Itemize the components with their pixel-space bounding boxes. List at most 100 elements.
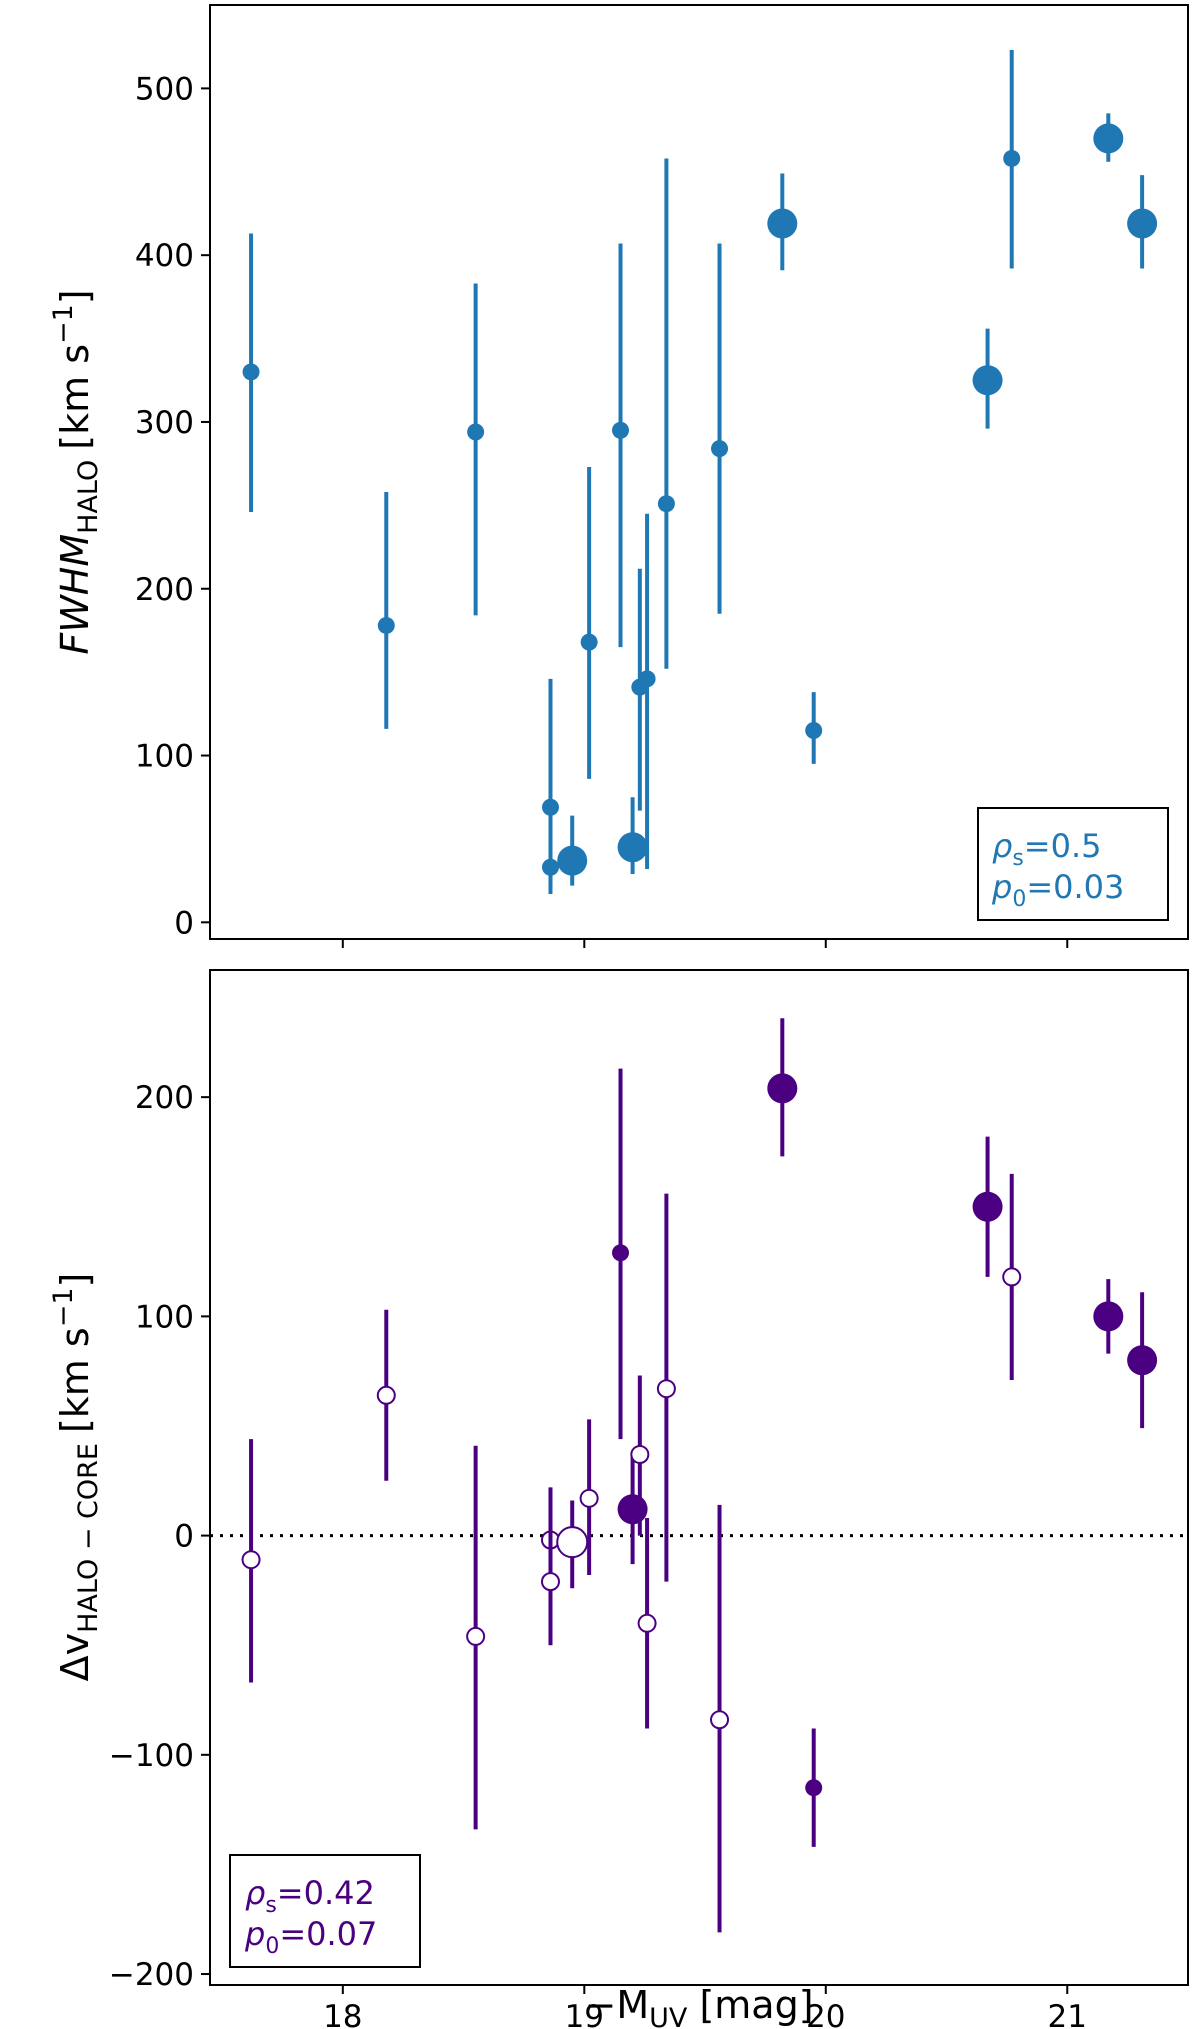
delta-v-marker — [710, 1710, 730, 1730]
fwhm-marker — [242, 363, 260, 381]
fwhm-marker — [711, 440, 729, 458]
fwhm-spearman-rho: ρs=0.5 — [992, 827, 1101, 871]
fwhm-y-tick-label: 0 — [174, 905, 194, 941]
x-tick-label: 20 — [806, 1999, 845, 2029]
delta-v-data-point — [972, 1136, 1003, 1277]
fwhm-data-point — [242, 233, 260, 513]
fwhm-marker — [1093, 123, 1124, 154]
delta-v-data-points — [241, 1018, 1158, 1933]
delta-v-stats-box: ρs=0.42 p0=0.07 — [229, 1854, 421, 1968]
fwhm-data-point — [617, 797, 648, 874]
fwhm-y-tick-label: 100 — [135, 739, 194, 775]
delta-v-marker — [637, 1613, 657, 1633]
fwhm-data-point — [1093, 113, 1124, 162]
delta-v-data-point — [637, 1518, 657, 1729]
delta-v-marker — [1002, 1267, 1022, 1287]
delta-v-marker — [656, 1379, 676, 1399]
delta-v-p-value: p0=0.07 — [244, 1915, 377, 1959]
fwhm-marker — [467, 423, 485, 441]
fwhm-marker — [1127, 208, 1158, 239]
delta-v-data-point — [540, 1522, 560, 1646]
fwhm-data-point — [467, 283, 485, 616]
delta-v-marker — [612, 1244, 630, 1262]
delta-v-data-point — [612, 1068, 630, 1440]
delta-v-spearman-rho: ρs=0.42 — [245, 1874, 375, 1918]
delta-v-marker — [556, 1526, 589, 1559]
delta-v-plot-frame — [209, 969, 1189, 1986]
fwhm-marker — [541, 798, 559, 816]
fwhm-x-ticks — [341, 939, 1069, 948]
delta-v-y-axis-label: ΔvHALO − CORE[km s−1] — [48, 1273, 104, 1682]
delta-v-y-tick-label: −100 — [109, 1738, 194, 1774]
fwhm-y-tick-label: 200 — [135, 572, 194, 608]
fwhm-marker — [377, 616, 395, 634]
fwhm-data-point — [767, 173, 798, 271]
fwhm-marker — [541, 858, 559, 876]
delta-v-data-point — [1002, 1173, 1022, 1380]
fwhm-data-point — [972, 328, 1003, 429]
delta-v-data-point — [1127, 1292, 1158, 1429]
delta-v-marker — [1093, 1301, 1124, 1332]
delta-v-marker — [466, 1626, 486, 1646]
x-tick-label: 18 — [323, 1999, 362, 2029]
fwhm-p-value: p0=0.03 — [991, 868, 1124, 912]
delta-v-x-ticks: 18 19 20 21 — [323, 1985, 1087, 2029]
delta-v-data-point — [767, 1018, 798, 1157]
fwhm-marker — [1003, 149, 1021, 167]
fwhm-data-point — [557, 815, 588, 886]
fwhm-marker — [767, 208, 798, 239]
fwhm-data-point — [377, 492, 395, 729]
fwhm-marker — [657, 495, 675, 513]
delta-v-data-point — [710, 1504, 730, 1933]
delta-v-y-ticks: −200 −100 0 100 200 — [109, 1080, 210, 1993]
delta-v-y-tick-label: 100 — [135, 1299, 194, 1335]
fwhm-stats-box: ρs=0.5 p0=0.03 — [977, 807, 1169, 921]
delta-v-data-point — [466, 1445, 486, 1830]
delta-v-marker — [767, 1073, 798, 1104]
fwhm-data-points — [242, 50, 1158, 894]
fwhm-marker — [972, 365, 1003, 396]
delta-v-data-point — [579, 1419, 599, 1576]
delta-v-marker — [805, 1779, 823, 1797]
delta-v-panel: −200 −100 0 100 200 18 19 20 21 ΔvHALO − CORE[k… — [48, 969, 1189, 2029]
fwhm-y-ticks: 0 100 200 300 400 500 — [135, 71, 210, 941]
fwhm-data-point — [638, 513, 656, 869]
fwhm-data-point — [1127, 175, 1158, 269]
fwhm-data-point — [612, 243, 630, 648]
fwhm-y-tick-label: 300 — [135, 405, 194, 441]
delta-v-marker — [241, 1550, 261, 1570]
fwhm-marker — [557, 845, 588, 876]
delta-v-y-tick-label: 0 — [174, 1519, 194, 1555]
fwhm-y-tick-label: 500 — [135, 71, 194, 107]
fwhm-data-point — [541, 838, 559, 894]
fwhm-plot-frame — [209, 4, 1189, 940]
delta-v-marker — [579, 1488, 599, 1508]
fwhm-marker — [617, 832, 648, 863]
x-axis-label: −MUV [mag] — [584, 1983, 813, 2029]
delta-v-marker — [972, 1191, 1003, 1222]
fwhm-y-tick-label: 400 — [135, 238, 194, 274]
delta-v-marker — [630, 1444, 650, 1464]
delta-v-marker — [1127, 1345, 1158, 1376]
fwhm-data-point — [580, 466, 598, 779]
fwhm-marker — [638, 670, 656, 688]
fwhm-marker — [580, 633, 598, 651]
fwhm-stats-frame — [977, 807, 1169, 921]
delta-v-marker — [376, 1385, 396, 1405]
delta-v-data-point — [241, 1439, 261, 1683]
delta-v-marker — [617, 1494, 648, 1525]
fwhm-y-axis-label: FWHMHALO[km s−1] — [48, 289, 104, 654]
fwhm-data-point — [657, 158, 675, 669]
fwhm-halo-panel: 0 100 200 300 400 500 FWHMHALO[km s−1] ρs=0.5… — [48, 4, 1189, 948]
fwhm-data-point — [805, 692, 823, 764]
x-tick-label: 19 — [565, 1999, 604, 2029]
delta-v-data-point — [656, 1193, 676, 1582]
delta-v-marker — [540, 1572, 560, 1592]
delta-v-data-point — [805, 1728, 823, 1847]
fwhm-marker — [612, 421, 630, 439]
fwhm-data-point — [711, 243, 729, 614]
delta-v-y-tick-label: −200 — [109, 1957, 194, 1993]
delta-v-data-point — [376, 1309, 396, 1481]
delta-v-stats-frame — [229, 1854, 421, 1968]
